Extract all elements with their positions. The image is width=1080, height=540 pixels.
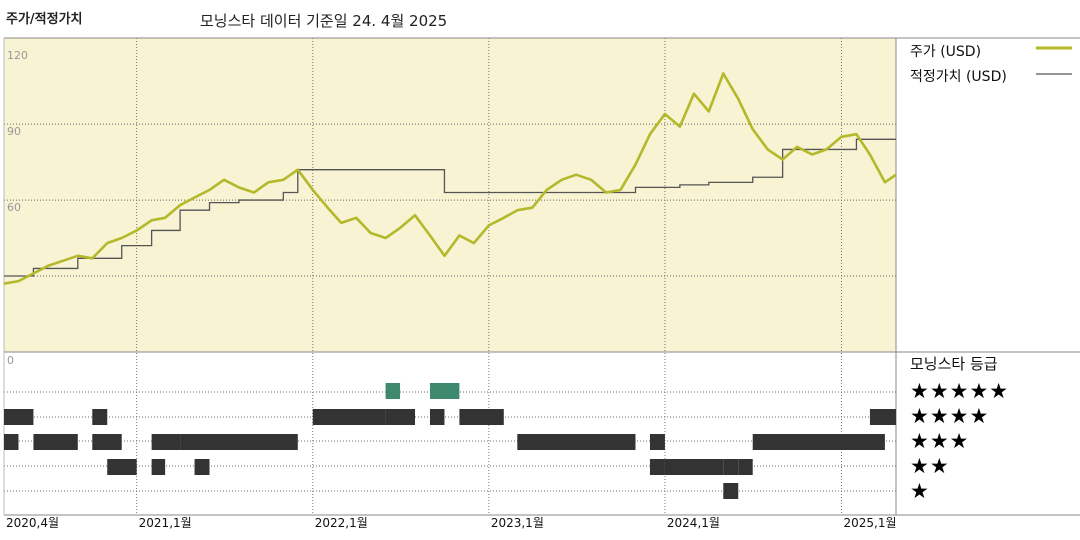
x-tick-label: 2025,1월	[843, 516, 896, 530]
y-tick-label: 120	[7, 49, 28, 62]
rating-bar-2-star	[723, 459, 739, 475]
fair-value-line	[4, 138, 896, 277]
rating-bar-4-star	[312, 409, 386, 425]
price-line	[3, 72, 897, 285]
rating-bar-3-star	[4, 434, 19, 450]
rating-bar-3-star	[752, 434, 885, 450]
x-tick-label: 2021,1월	[139, 516, 192, 530]
rating-bar-4-star	[459, 409, 504, 425]
legend-price-label: 주가 (USD)	[910, 44, 982, 60]
rating-bar-4-star	[92, 409, 108, 425]
rating-row-4-stars: ★★★★	[910, 404, 990, 428]
rating-bar-3-star	[33, 434, 78, 450]
rating-bar-3-star	[151, 434, 181, 450]
rating-bar-4-star	[869, 409, 896, 425]
rating-bar-2-star	[194, 459, 210, 475]
rating-bar-3-star	[92, 434, 122, 450]
x-tick-label: 2024,1월	[667, 516, 720, 530]
rating-bar-4-star	[4, 409, 34, 425]
rating-bar-3-star	[180, 434, 298, 450]
rating-bar-3-star	[649, 434, 665, 450]
rating-bar-2-star	[649, 459, 665, 475]
rating-bar-2-star	[151, 459, 166, 475]
chart-title: 주가/적정가치	[6, 12, 83, 27]
legend-fair-label: 적정가치 (USD)	[910, 69, 1007, 85]
y-tick-label: 60	[7, 201, 21, 214]
rating-bar-2-star	[738, 459, 753, 475]
rating-bar-4-star	[429, 409, 445, 425]
rating-bar-5-star	[429, 383, 460, 399]
rating-bar-3-star	[517, 434, 636, 450]
rating-bar-2-star	[664, 459, 724, 475]
price-panel-background	[4, 38, 896, 352]
rating-bar-4-star	[385, 409, 416, 425]
y-tick-label: 0	[7, 354, 14, 367]
x-tick-label: 2023,1월	[491, 516, 544, 530]
rating-bar-2-star	[107, 459, 137, 475]
rating-row-5-stars: ★★★★★	[910, 379, 1010, 403]
rating-bar-5-star	[385, 383, 401, 399]
rating-bar-1-star	[723, 483, 739, 499]
data-date-subtitle: 모닝스타 데이터 기준일 24. 4월 2025	[200, 12, 448, 30]
x-tick-label: 2022,1월	[315, 516, 368, 530]
rating-title: 모닝스타 등급	[910, 355, 998, 373]
rating-row-1-star: ★	[910, 479, 930, 503]
x-tick-label: 2020,4월	[6, 516, 59, 530]
rating-row-3-stars: ★★★	[910, 429, 970, 453]
rating-row-2-stars: ★★	[910, 454, 950, 478]
y-tick-label: 90	[7, 125, 21, 138]
